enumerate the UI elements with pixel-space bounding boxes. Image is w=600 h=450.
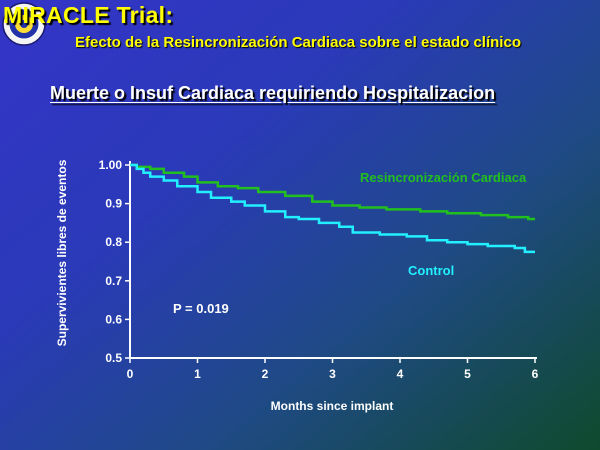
slide-title: MIRACLE Trial: [3,2,174,28]
series-label-control: Control [408,263,454,278]
x-tick-label: 2 [262,367,269,381]
x-axis-label: Months since implant [271,399,394,413]
chart-axes [129,161,537,359]
y-tick-label: 0.8 [105,235,122,249]
series-label-resincronizacion: Resincronización Cardiaca [360,170,527,185]
y-axis-label: Supervivientes libres de eventos [55,159,69,346]
chart-series [130,163,535,254]
x-tick-label: 0 [127,367,134,381]
x-tick-label: 5 [464,367,471,381]
chart-heading: Muerte o Insuf Cardiaca requiriendo Hosp… [50,83,496,103]
y-tick-label: 1.00 [99,158,123,172]
x-tick-label: 1 [194,367,201,381]
slide-subtitle: Efecto de la Resincronización Cardiaca s… [75,34,521,51]
seal-logo-icon [2,2,46,46]
x-tick-label: 3 [329,367,336,381]
x-tick-label: 4 [397,367,404,381]
p-value-annotation: P = 0.019 [173,301,229,316]
chart-ticks: 0 1 2 3 4 5 6 0.5 0.6 0.7 0.8 0.9 1.00 [99,158,539,381]
x-tick-label: 6 [532,367,539,381]
y-tick-label: 0.9 [105,197,122,211]
series-line-control [130,163,535,254]
y-tick-label: 0.6 [105,312,122,326]
y-tick-label: 0.5 [105,351,122,365]
y-tick-label: 0.7 [105,274,122,288]
series-line-resincronizacion [130,163,535,221]
